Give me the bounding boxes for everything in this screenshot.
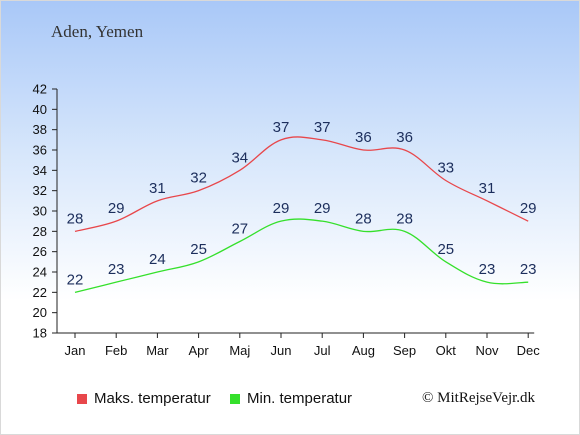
min-temperature-label: 25 <box>437 241 454 258</box>
x-tick-label: Aug <box>352 343 375 358</box>
min-temperature-line <box>74 218 529 293</box>
min-temperature-label: 28 <box>396 210 413 227</box>
max-temperature-label: 29 <box>520 200 537 217</box>
max-temperature-label: 29 <box>108 200 125 217</box>
y-tick-label: 32 <box>33 183 47 198</box>
x-tick-label: Jun <box>271 343 292 358</box>
max-temperature-label: 31 <box>479 180 496 197</box>
legend-swatch-min <box>230 394 240 404</box>
y-tick-label: 40 <box>33 102 47 117</box>
x-tick-label: Okt <box>436 343 457 358</box>
x-tick-label: Sep <box>393 343 416 358</box>
min-temperature-label: 24 <box>149 251 166 268</box>
min-temperature-label: 29 <box>314 200 331 217</box>
y-tick-label: 28 <box>33 224 47 239</box>
min-temperature-label: 23 <box>520 261 537 278</box>
y-tick-label: 38 <box>33 122 47 137</box>
x-tick-label: Jan <box>65 343 86 358</box>
y-tick-label: 42 <box>33 82 47 97</box>
max-temperature-line <box>74 136 529 232</box>
legend-label-min: Min. temperatur <box>247 390 353 407</box>
min-temperature-label: 22 <box>67 271 84 288</box>
max-temperature-label: 36 <box>355 129 372 146</box>
x-tick-label: Nov <box>475 343 499 358</box>
y-tick-label: 18 <box>33 326 47 341</box>
x-tick-label: Feb <box>105 343 127 358</box>
chart-title: Aden, Yemen <box>51 22 144 41</box>
copyright-notice: © MitRejseVejr.dk <box>422 390 536 406</box>
min-temperature-label: 23 <box>108 261 125 278</box>
y-tick-label: 24 <box>33 265 47 280</box>
max-temperature-label: 28 <box>67 210 84 227</box>
max-temperature-label: 37 <box>314 119 331 136</box>
max-temperature-label: 33 <box>437 160 454 177</box>
max-temperature-label: 36 <box>396 129 413 146</box>
x-tick-label: Jul <box>314 343 331 358</box>
legend-item-max: Maks. temperatur <box>77 390 211 407</box>
legend-label-max: Maks. temperatur <box>94 390 211 407</box>
x-tick-label: Maj <box>229 343 250 358</box>
min-temperature-label: 29 <box>273 200 290 217</box>
y-tick-label: 34 <box>33 163 47 178</box>
max-temperature-label: 34 <box>231 149 248 166</box>
legend-item-min: Min. temperatur <box>230 390 352 407</box>
max-temperature-label: 32 <box>190 170 207 187</box>
min-temperature-label: 27 <box>231 221 248 238</box>
y-tick-label: 20 <box>33 305 47 320</box>
x-tick-label: Dec <box>517 343 541 358</box>
y-tick-label: 26 <box>33 244 47 259</box>
y-tick-label: 36 <box>33 143 47 158</box>
max-temperature-label: 37 <box>273 119 290 136</box>
max-temperature-label: 31 <box>149 180 166 197</box>
y-tick-label: 22 <box>33 285 47 300</box>
min-temperature-label: 28 <box>355 210 372 227</box>
legend-swatch-max <box>77 394 87 404</box>
x-tick-label: Mar <box>146 343 169 358</box>
min-temperature-label: 23 <box>479 261 496 278</box>
x-tick-label: Apr <box>188 343 209 358</box>
y-tick-label: 30 <box>33 204 47 219</box>
min-temperature-label: 25 <box>190 241 207 258</box>
